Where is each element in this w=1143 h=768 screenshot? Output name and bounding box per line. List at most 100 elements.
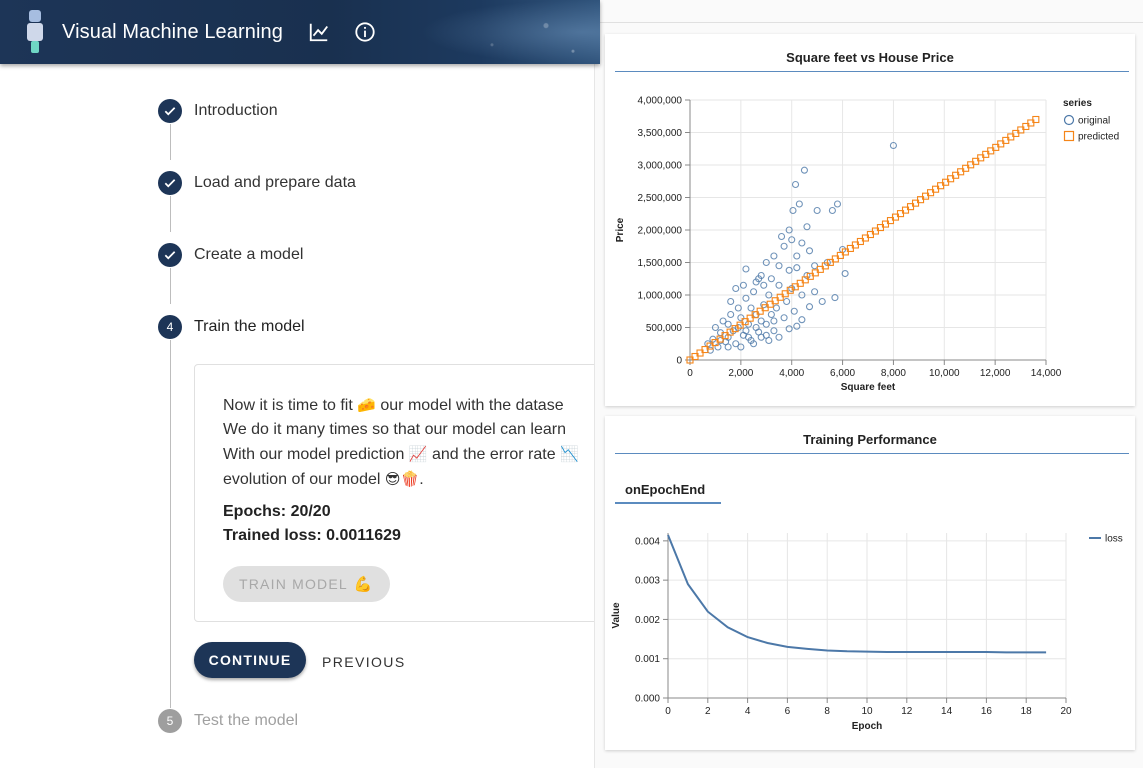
original-point	[757, 317, 765, 325]
continue-button[interactable]: CONTINUE	[194, 642, 306, 678]
step-number: 4	[158, 315, 182, 339]
original-point	[831, 294, 839, 302]
original-point	[783, 297, 791, 306]
step-train-model[interactable]: 4 Train the model	[158, 315, 305, 339]
step-connector	[170, 340, 171, 708]
original-point	[833, 200, 842, 208]
sunglasses-popcorn-emoji: 😎🍿	[384, 470, 420, 488]
original-point	[805, 247, 814, 255]
step-connector	[170, 268, 171, 304]
original-point	[805, 303, 814, 311]
original-point	[704, 340, 712, 348]
original-point	[811, 262, 819, 270]
original-point	[790, 307, 798, 315]
scatter-chart-card: Square feet vs House Price 0 2,000 4,000 6,…	[605, 34, 1135, 406]
description-line: We do it many times so that our model ca…	[223, 421, 566, 438]
original-point	[752, 323, 760, 332]
header-background-decoration	[420, 0, 600, 64]
y-tick-label: 3,000,000	[638, 161, 683, 172]
original-point	[724, 343, 732, 351]
original-point	[732, 284, 740, 293]
legend-predicted-symbol	[1063, 130, 1075, 142]
cheese-emoji: 🧀	[357, 396, 376, 414]
original-point	[724, 320, 732, 328]
original-point	[889, 141, 897, 150]
original-point	[770, 252, 778, 260]
loss-line	[667, 534, 1047, 654]
x-axis-title: Square feet	[841, 382, 896, 393]
step-test-model: 5 Test the model	[158, 709, 298, 733]
original-point	[770, 327, 778, 335]
y-tick-label: 0.002	[635, 615, 660, 626]
y-tick-label: 4,000,000	[638, 96, 683, 107]
original-point	[791, 180, 800, 189]
original-point	[757, 333, 765, 341]
chart-down-emoji: 📉	[560, 445, 579, 463]
trained-loss-status: Trained loss: 0.0011629	[223, 527, 401, 544]
x-tick-label: 18	[1021, 706, 1033, 717]
original-point	[789, 206, 797, 215]
step-label: Create a model	[194, 246, 304, 263]
x-tick-label: 2	[705, 706, 711, 717]
x-tick-label: 0	[665, 706, 671, 717]
step-create-model[interactable]: Create a model	[158, 243, 303, 267]
title-rule	[615, 453, 1129, 454]
x-tick-label: 10,000	[929, 368, 960, 379]
original-point	[775, 262, 783, 270]
original-point	[800, 166, 808, 174]
y-tick-label: 0.003	[635, 576, 660, 587]
tab-on-epoch-end[interactable]: onEpochEnd	[625, 482, 706, 497]
original-point	[793, 252, 801, 260]
original-point	[788, 236, 796, 244]
original-point	[706, 346, 714, 354]
x-tick-label: 8	[824, 706, 830, 717]
y-tick-label: 1,500,000	[638, 258, 683, 269]
original-point	[732, 340, 740, 348]
original-point	[711, 323, 719, 332]
legend-predicted-label: predicted	[1078, 132, 1119, 143]
original-point	[747, 304, 755, 312]
robot-logo-icon	[24, 10, 46, 54]
x-tick-label: 14,000	[1031, 368, 1062, 379]
previous-button[interactable]: PREVIOUS	[322, 650, 406, 674]
info-icon[interactable]	[353, 20, 377, 44]
check-icon	[158, 243, 182, 267]
app-title: Visual Machine Learning	[62, 20, 283, 43]
original-point	[767, 310, 775, 319]
x-axis-title: Epoch	[852, 721, 883, 732]
original-point	[811, 288, 819, 296]
train-model-button[interactable]: TRAIN MODEL 💪	[223, 566, 390, 602]
step-load-data[interactable]: Load and prepare data	[158, 171, 356, 195]
original-point	[719, 317, 727, 325]
stepper: Introduction Load and prepare data Creat…	[0, 64, 614, 768]
visor-panel: Square feet vs House Price 0 2,000 4,000 6,…	[594, 0, 1143, 768]
original-point	[765, 291, 773, 299]
chart-up-emoji: 📈	[408, 445, 428, 463]
original-point	[798, 291, 806, 299]
step-introduction[interactable]: Introduction	[158, 99, 278, 123]
original-point	[734, 304, 742, 312]
y-axis-title: Value	[611, 602, 622, 629]
step-label: Introduction	[194, 102, 278, 119]
show-chart-icon[interactable]	[307, 20, 331, 44]
x-tick-label: 10	[861, 706, 873, 717]
legend-original-symbol	[1063, 114, 1075, 126]
x-tick-label: 12	[901, 706, 913, 717]
panel-divider	[595, 22, 1143, 23]
epochs-status: Epochs: 20/20	[223, 503, 331, 520]
train-step-content: Now it is time to fit 🧀 our model with t…	[194, 364, 614, 622]
original-point	[737, 314, 745, 322]
app-bar: Visual Machine Learning	[0, 0, 600, 64]
step-connector	[170, 124, 171, 160]
chart-title: Square feet vs House Price	[786, 50, 954, 65]
original-point	[739, 281, 747, 289]
scatter-chart: 0 2,000 4,000 6,000 8,000 10,000 12,000 14,000 0…	[615, 96, 1119, 394]
x-tick-label: 14	[941, 706, 953, 717]
tab-indicator	[615, 502, 721, 504]
y-tick-label: 2,000,000	[638, 226, 683, 237]
y-tick-label: 3,500,000	[638, 128, 683, 139]
step-label: Train the model	[194, 318, 305, 335]
legend-title: series	[1063, 98, 1092, 109]
chart-title: Training Performance	[803, 432, 937, 447]
description-line: Now it is time to fit 🧀 our model with t…	[223, 396, 564, 414]
